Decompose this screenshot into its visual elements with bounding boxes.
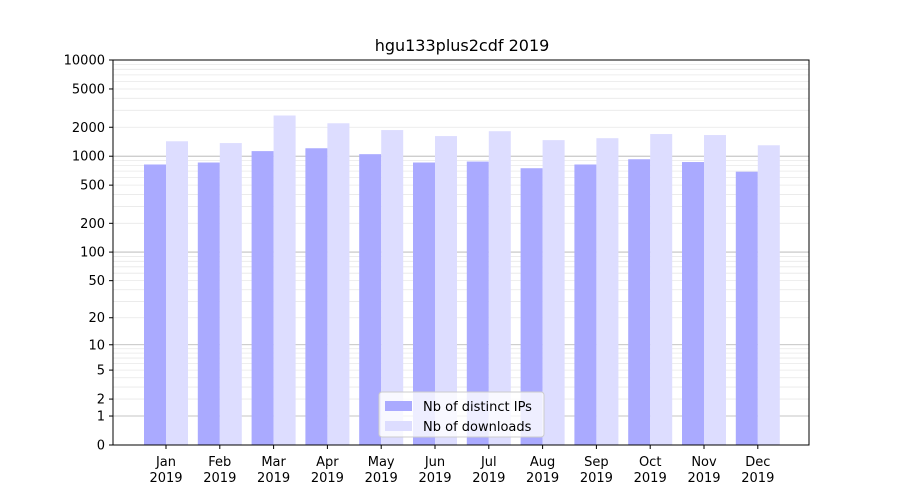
bars xyxy=(144,115,780,446)
bar xyxy=(413,162,435,445)
x-tick-label-year: 2019 xyxy=(472,471,505,486)
x-tick-label-month: Mar xyxy=(261,455,286,470)
y-tick-label: 20 xyxy=(88,311,105,326)
y-tick-label: 10000 xyxy=(64,54,105,69)
bar xyxy=(757,145,780,445)
x-tick-label-month: Feb xyxy=(208,455,231,470)
x-tick-label-year: 2019 xyxy=(580,471,613,486)
x-tick-label-month: May xyxy=(368,455,395,470)
y-tick-label: 1 xyxy=(97,410,105,425)
bar xyxy=(488,131,511,445)
y-tick-label: 1000 xyxy=(72,150,105,165)
bar xyxy=(596,138,619,446)
x-tick-label-month: Apr xyxy=(316,455,339,470)
legend-label: Nb of downloads xyxy=(423,420,532,435)
bar xyxy=(327,123,350,446)
x-tick-label-month: Sep xyxy=(584,455,609,470)
y-tick-label: 0 xyxy=(97,439,105,454)
x-tick-label-year: 2019 xyxy=(526,471,559,486)
y-tick-label: 5 xyxy=(97,364,105,379)
x-tick-label-month: Jun xyxy=(424,455,445,470)
bar xyxy=(628,159,651,445)
x-tick-label-year: 2019 xyxy=(634,471,667,486)
bar xyxy=(574,164,597,446)
x-tick-label-year: 2019 xyxy=(149,471,182,486)
bar xyxy=(542,140,565,445)
bar xyxy=(219,143,242,445)
bar xyxy=(520,168,543,445)
y-tick-label: 2 xyxy=(97,393,105,408)
legend-box xyxy=(378,391,545,438)
y-tick-label: 5000 xyxy=(72,82,105,97)
x-tick-label-month: Aug xyxy=(530,455,555,470)
bar xyxy=(359,154,382,445)
bar xyxy=(650,134,673,445)
x-tick-label-year: 2019 xyxy=(741,471,774,486)
x-tick-label-year: 2019 xyxy=(365,471,398,486)
legend-swatch xyxy=(385,401,412,411)
bar xyxy=(704,135,726,445)
y-tick-label: 100 xyxy=(80,246,105,261)
bar xyxy=(735,171,758,446)
bar xyxy=(144,164,166,446)
legend-swatch xyxy=(385,421,412,431)
chart-title: hgu133plus2cdf 2019 xyxy=(375,36,550,55)
bar xyxy=(682,162,704,446)
x-tick-label-month: Nov xyxy=(691,455,717,470)
bar xyxy=(273,115,296,445)
y-tick-label: 2000 xyxy=(72,121,105,136)
bar xyxy=(251,151,274,445)
y-tick-label: 50 xyxy=(88,274,105,289)
x-tick-label-month: Oct xyxy=(639,455,661,470)
x-tick-label-month: Jul xyxy=(480,455,497,470)
y-tick-label: 10 xyxy=(88,338,105,353)
legend-label: Nb of distinct IPs xyxy=(423,400,532,415)
bar xyxy=(197,162,220,445)
x-tick-label-month: Jan xyxy=(155,455,176,470)
x-tick-label-year: 2019 xyxy=(257,471,290,486)
y-tick-label: 500 xyxy=(80,179,105,194)
x-tick-label-month: Dec xyxy=(745,455,770,470)
bar xyxy=(435,136,457,445)
bar xyxy=(466,161,489,446)
y-tick-label: 200 xyxy=(80,217,105,232)
x-axis: Jan2019Feb2019Mar2019Apr2019May2019Jun20… xyxy=(149,445,774,486)
bar xyxy=(166,141,188,445)
legend: Nb of distinct IPs Nb of downloads xyxy=(378,391,545,438)
y-axis: 0 1 2 5 10 20 50 100 200 500 1000 2000 5000 10000 xyxy=(64,54,113,454)
x-tick-label-year: 2019 xyxy=(418,471,451,486)
x-tick-label-year: 2019 xyxy=(203,471,236,486)
bar xyxy=(381,130,404,445)
x-tick-label-year: 2019 xyxy=(311,471,344,486)
bar xyxy=(305,148,328,445)
x-tick-label-year: 2019 xyxy=(687,471,720,486)
